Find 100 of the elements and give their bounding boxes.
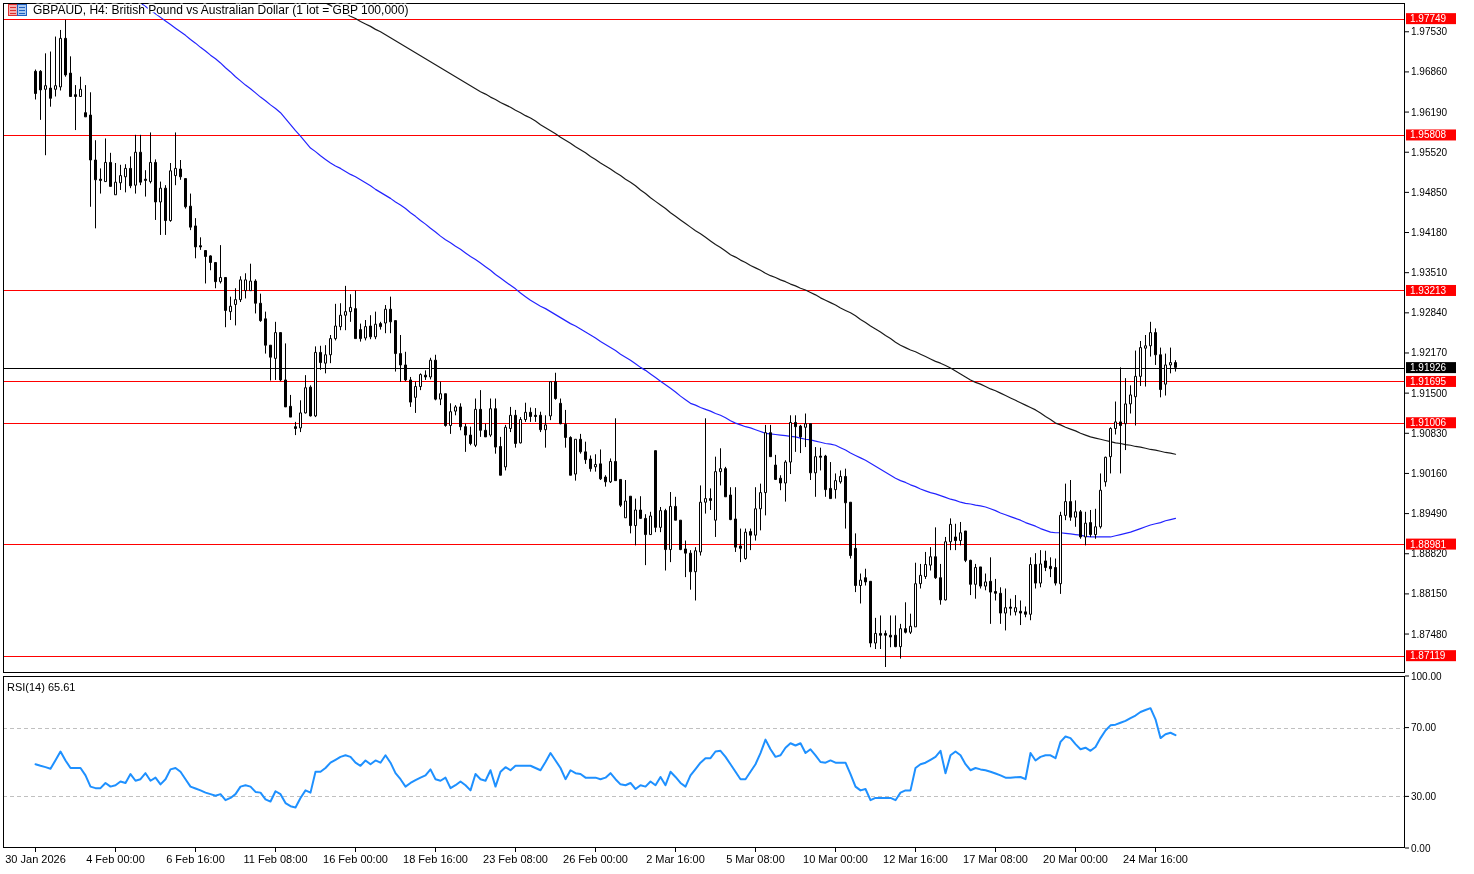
candlestick xyxy=(1129,384,1132,415)
candlestick xyxy=(964,530,967,563)
candlestick xyxy=(499,436,502,476)
candlestick xyxy=(544,414,547,449)
candlestick xyxy=(954,523,957,551)
y-tick-label: 1.97530 xyxy=(1411,26,1448,38)
candlestick xyxy=(129,155,132,189)
candlestick xyxy=(934,526,937,580)
x-tick-label: 2 Mar 16:00 xyxy=(646,853,705,865)
candlestick xyxy=(339,302,342,331)
candlestick xyxy=(584,441,587,465)
candlestick xyxy=(624,479,627,519)
candlestick xyxy=(784,459,787,503)
chart-title: RSI(14) 65.61 xyxy=(7,681,76,693)
x-tick-label: 23 Feb 08:00 xyxy=(483,853,548,865)
ref-line-label: 1.91006 xyxy=(1410,417,1447,429)
candlestick xyxy=(229,296,232,321)
y-tick-label: 1.90830 xyxy=(1411,427,1448,439)
candlestick xyxy=(669,491,672,563)
candlestick xyxy=(209,254,212,271)
candlestick xyxy=(914,562,917,628)
x-tick-label: 6 Feb 16:00 xyxy=(166,853,225,865)
candlestick xyxy=(884,629,887,668)
candlestick xyxy=(59,29,62,91)
candlestick xyxy=(1074,499,1077,528)
candlestick xyxy=(759,483,762,531)
candlestick xyxy=(854,532,857,593)
candlestick xyxy=(564,409,567,449)
candlestick xyxy=(154,158,157,221)
candlestick xyxy=(169,162,172,223)
y-tick-label: 1.96860 xyxy=(1411,66,1448,78)
candlestick xyxy=(734,486,737,553)
candlestick xyxy=(929,546,932,572)
candlestick xyxy=(749,528,752,551)
candlestick xyxy=(239,275,242,303)
candlestick xyxy=(384,304,387,334)
candlestick xyxy=(494,398,497,455)
candlestick xyxy=(119,164,122,191)
candlestick xyxy=(1034,552,1037,589)
candlestick xyxy=(299,399,302,433)
candlestick xyxy=(839,469,842,485)
x-tick-label: 10 Mar 00:00 xyxy=(803,853,868,865)
candlestick xyxy=(184,178,187,210)
candlestick xyxy=(484,423,487,438)
candlestick xyxy=(54,36,57,97)
line-series xyxy=(324,3,1177,455)
candlestick xyxy=(879,614,882,650)
candlestick xyxy=(994,578,997,601)
x-tick-label: 18 Feb 16:00 xyxy=(403,853,468,865)
candlestick xyxy=(579,433,582,455)
candlestick xyxy=(939,563,942,606)
ref-line-label: 1.97749 xyxy=(1410,13,1447,25)
candlestick xyxy=(114,162,117,196)
ref-line-label: 1.91695 xyxy=(1410,375,1447,387)
x-tick-label: 5 Mar 08:00 xyxy=(726,853,785,865)
candlestick xyxy=(459,402,462,431)
candlestick xyxy=(604,474,607,488)
candlestick xyxy=(354,290,357,340)
candlestick xyxy=(889,614,892,648)
candlestick xyxy=(804,413,807,448)
candlestick xyxy=(679,519,682,551)
candlestick xyxy=(164,184,167,236)
candlestick xyxy=(214,261,217,289)
candlestick xyxy=(974,563,977,600)
candlestick xyxy=(74,84,77,131)
candlestick xyxy=(289,394,292,418)
y-tick-label: 1.92840 xyxy=(1411,307,1448,319)
candlestick xyxy=(859,573,862,604)
candlestick xyxy=(769,424,772,458)
candlestick xyxy=(1089,509,1092,538)
candlestick xyxy=(79,76,82,97)
candlestick xyxy=(629,495,632,534)
candlestick xyxy=(259,293,262,323)
candlestick xyxy=(1084,511,1087,546)
y-tick-label: 1.96190 xyxy=(1411,106,1448,118)
candlestick xyxy=(189,193,192,231)
y-tick-label: 1.91500 xyxy=(1411,387,1448,399)
y-tick-label: 1.95520 xyxy=(1411,146,1448,158)
candlestick xyxy=(684,540,687,578)
candlestick xyxy=(904,601,907,634)
candlestick xyxy=(304,374,307,415)
candlestick xyxy=(649,511,652,536)
y-tick-label: 0.00 xyxy=(1411,842,1431,854)
x-tick-label: 30 Jan 2026 xyxy=(5,853,66,865)
candlestick xyxy=(1039,549,1042,588)
candlestick xyxy=(514,409,517,449)
candlestick xyxy=(464,423,467,453)
candlestick xyxy=(694,546,697,601)
candlestick xyxy=(104,137,107,183)
ref-line-label: 1.91926 xyxy=(1410,362,1447,374)
candlestick xyxy=(774,454,777,481)
candlestick xyxy=(1154,327,1157,366)
candlestick xyxy=(444,393,447,428)
candlestick xyxy=(344,285,347,331)
candlestick xyxy=(764,424,767,516)
candlestick xyxy=(689,549,692,591)
candlestick xyxy=(374,311,377,340)
candlestick xyxy=(754,486,757,542)
candlestick xyxy=(99,167,102,195)
candlestick xyxy=(69,55,72,97)
